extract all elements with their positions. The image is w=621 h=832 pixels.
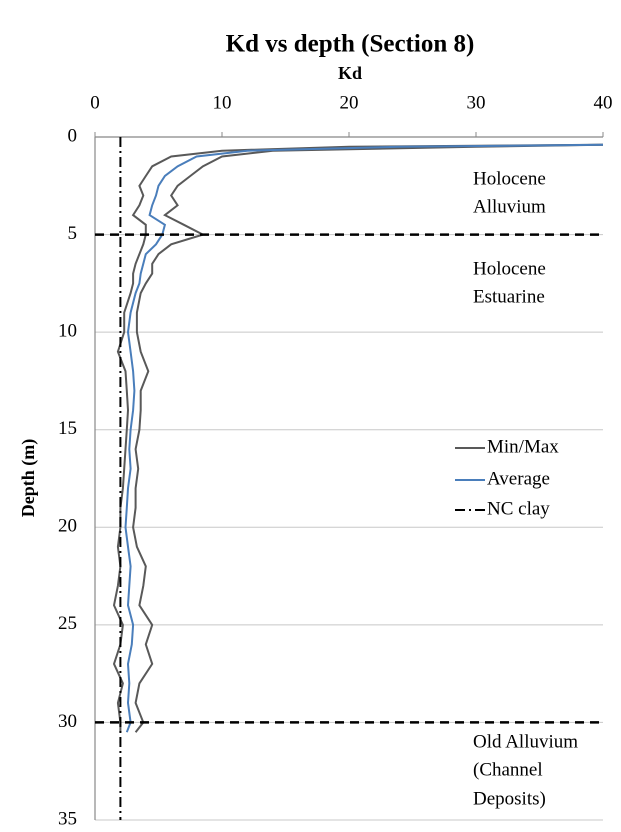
y-tick-label: 15 (58, 418, 77, 439)
plot-area (112, 137, 603, 820)
legend-label: Average (487, 468, 550, 489)
annotation: Old Alluvium (473, 731, 578, 752)
chart-title: Kd vs depth (Section 8) (226, 31, 475, 58)
y-tick-label: 20 (58, 516, 77, 537)
y-tick-label: 0 (68, 125, 78, 146)
y-tick-label: 10 (58, 321, 77, 342)
y-tick-label: 5 (68, 223, 78, 244)
annotation: Estuarine (473, 286, 545, 307)
y-tick-label: 25 (58, 613, 77, 634)
x-tick-label: 20 (340, 92, 359, 113)
y-axis-label: Depth (m) (18, 439, 39, 518)
x-tick-label: 30 (467, 92, 486, 113)
legend-label: NC clay (487, 498, 550, 519)
annotation: Holocene (473, 258, 546, 279)
x-tick-label: 10 (213, 92, 232, 113)
y-tick-label: 30 (58, 711, 77, 732)
series-line (132, 143, 603, 733)
x-axis-label: Kd (338, 63, 362, 83)
legend-label: Min/Max (487, 436, 559, 457)
annotation: (Channel (473, 759, 543, 780)
x-tick-label: 40 (594, 92, 613, 113)
series-line (112, 143, 603, 733)
series-line (124, 143, 603, 733)
annotation: Alluvium (473, 196, 546, 217)
annotation: Holocene (473, 168, 546, 189)
y-tick-label: 35 (58, 808, 77, 829)
annotation: Deposits) (473, 788, 546, 809)
x-tick-label: 0 (90, 92, 100, 113)
